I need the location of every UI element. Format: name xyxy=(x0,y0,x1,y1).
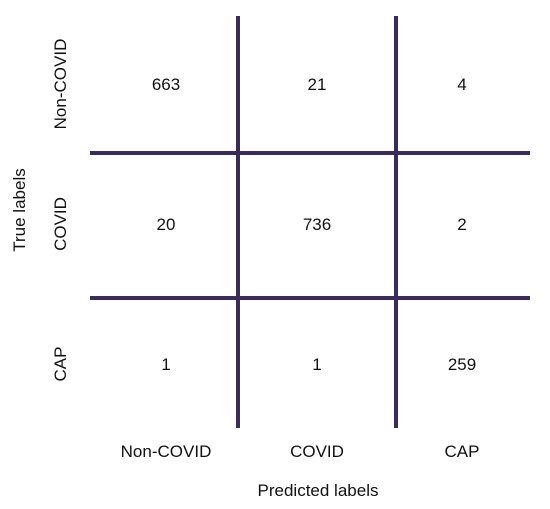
grid-lines xyxy=(90,16,530,428)
x-axis-label: Predicted labels xyxy=(258,481,379,500)
cell-value-r2-c2: 259 xyxy=(448,355,476,374)
y-tick-label-0: Non-COVID xyxy=(51,39,70,130)
y-tick-labels: Non-COVID COVID CAP xyxy=(51,39,70,382)
x-tick-labels: Non-COVID COVID CAP xyxy=(121,442,480,461)
x-tick-label-2: CAP xyxy=(445,442,480,461)
cell-value-r1-c2: 2 xyxy=(457,215,466,234)
x-tick-label-1: COVID xyxy=(290,442,344,461)
cell-value-r0-c0: 663 xyxy=(152,75,180,94)
cell-value-r2-c0: 1 xyxy=(161,355,170,374)
y-tick-label-1: COVID xyxy=(51,197,70,251)
cell-value-r1-c0: 20 xyxy=(157,215,176,234)
y-axis-label: True labels xyxy=(10,168,29,251)
cell-value-r2-c1: 1 xyxy=(312,355,321,374)
x-tick-label-0: Non-COVID xyxy=(121,442,212,461)
y-tick-label-2: CAP xyxy=(51,347,70,382)
cell-value-r0-c1: 21 xyxy=(308,75,327,94)
cell-value-r0-c2: 4 xyxy=(457,75,466,94)
cell-values: 663 21 420 736 21 1 259 xyxy=(152,75,476,374)
cell-value-r1-c1: 736 xyxy=(303,215,331,234)
